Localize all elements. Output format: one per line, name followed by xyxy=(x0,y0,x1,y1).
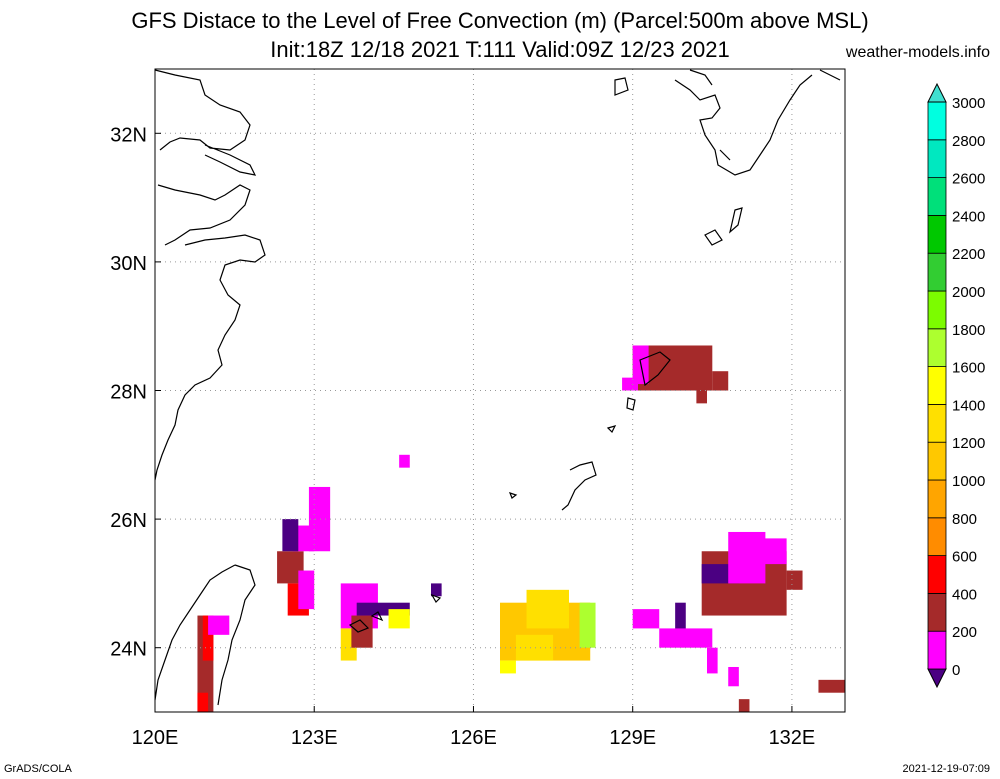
colorbar-label: 1600 xyxy=(952,360,985,377)
chart-subtitle: Init:18Z 12/18 2021 T:111 Valid:09Z 12/2… xyxy=(270,37,730,62)
field-cell xyxy=(526,589,569,629)
field-cell xyxy=(298,570,315,610)
field-cell xyxy=(707,647,718,674)
field-cell xyxy=(712,371,729,391)
y-tick-label: 28N xyxy=(110,382,147,404)
x-tick-label: 123E xyxy=(291,727,338,749)
colorbar-segment xyxy=(927,517,947,556)
field-cell xyxy=(659,628,713,648)
coastlines xyxy=(154,69,841,706)
field-cell xyxy=(818,679,845,693)
colorbar-label: 2000 xyxy=(952,284,985,301)
field-cell xyxy=(431,583,442,597)
colorbar-label: 2400 xyxy=(952,208,985,225)
colorbar-segment xyxy=(927,479,947,519)
field-cell xyxy=(738,699,750,712)
field-cell xyxy=(500,660,516,674)
colorbar-segment xyxy=(927,441,947,481)
coast-islands xyxy=(348,77,743,633)
field-cell xyxy=(675,602,686,642)
colorbar-segment xyxy=(927,403,947,443)
coast-taiwan xyxy=(154,564,256,706)
field-cell xyxy=(632,609,660,629)
footer-grads: GrADS/COLA xyxy=(4,763,72,775)
colorbar-label: 600 xyxy=(952,549,977,566)
colorbar-label: 3000 xyxy=(952,95,985,112)
colorbar-label: 1200 xyxy=(952,435,985,452)
colorbar-max-arrow xyxy=(927,82,947,103)
colorbar: 0 200 400 600 800 1000 1200 1400 1600 1800 2000 220… xyxy=(927,82,985,689)
chart-title: GFS Distace to the Level of Free Convect… xyxy=(131,8,869,33)
x-tick-label: 129E xyxy=(609,727,656,749)
field-cells xyxy=(197,345,845,712)
field-cell xyxy=(786,570,803,590)
colorbar-segment xyxy=(927,214,947,254)
coast-china xyxy=(154,69,266,481)
field-cell xyxy=(202,615,214,661)
field-cell xyxy=(208,615,230,635)
site-label: weather-models.info xyxy=(845,44,990,61)
colorbar-segment xyxy=(927,290,947,330)
grid-lines xyxy=(154,69,845,712)
colorbar-segment xyxy=(927,328,947,367)
field-cell xyxy=(282,519,299,552)
colorbar-label: 2200 xyxy=(952,246,985,263)
field-cell xyxy=(308,486,331,552)
x-tick-label: 120E xyxy=(132,727,179,749)
coast-kyushu xyxy=(674,69,841,176)
y-tick-label: 30N xyxy=(110,253,147,275)
x-tick-label: 132E xyxy=(769,727,816,749)
y-tick-label: 32N xyxy=(110,124,147,146)
colorbar-label: 2800 xyxy=(952,133,985,150)
colorbar-segment xyxy=(927,593,947,632)
colorbar-label: 0 xyxy=(952,662,960,679)
colorbar-segment xyxy=(927,555,947,594)
colorbar-segment xyxy=(927,252,947,292)
colorbar-label: 1400 xyxy=(952,397,985,414)
colorbar-segment xyxy=(927,139,947,179)
field-cell xyxy=(622,377,638,391)
field-cell xyxy=(197,692,209,712)
x-tick-label: 126E xyxy=(450,727,497,749)
field-cell xyxy=(399,454,410,468)
colorbar-label: 1800 xyxy=(952,322,985,339)
footer-timestamp: 2021-12-19-07:09 xyxy=(902,763,990,775)
colorbar-segment xyxy=(927,630,947,670)
field-cell xyxy=(728,666,739,687)
colorbar-segment xyxy=(927,366,947,405)
field-cell xyxy=(351,615,373,648)
colorbar-label: 200 xyxy=(952,624,977,641)
field-cell xyxy=(388,609,410,629)
colorbar-label: 400 xyxy=(952,586,977,603)
colorbar-label: 1000 xyxy=(952,473,985,490)
y-tick-label: 26N xyxy=(110,510,147,532)
field-cell xyxy=(515,634,554,661)
colorbar-label: 800 xyxy=(952,511,977,528)
colorbar-label: 2600 xyxy=(952,171,985,188)
colorbar-segment xyxy=(927,177,947,216)
colorbar-min-arrow xyxy=(927,668,947,689)
axis-ticks: 120E 123E 126E 129E 132E 32N 30N 28N 26N 24N xyxy=(110,124,815,749)
colorbar-segment xyxy=(927,101,947,141)
field-cell xyxy=(579,602,596,648)
field-cell xyxy=(749,538,787,565)
y-tick-label: 24N xyxy=(110,639,147,661)
field-cell xyxy=(696,390,707,404)
